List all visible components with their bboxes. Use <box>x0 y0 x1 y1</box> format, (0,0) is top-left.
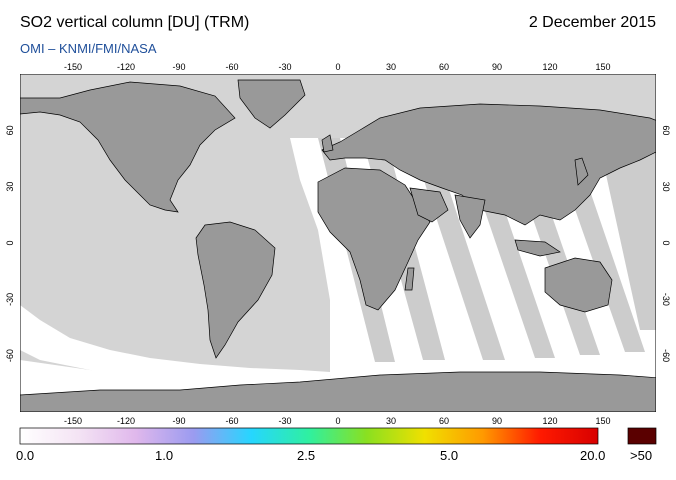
lon-tick-bottom-3: -60 <box>225 416 238 426</box>
map-date: 2 December 2015 <box>528 14 656 31</box>
lat-tick-right-2: 0 <box>661 240 671 245</box>
lon-tick-top-3: -60 <box>225 62 238 72</box>
longitude-ticks-top: -150 -120 -90 -60 -30 0 30 60 90 120 150 <box>64 62 611 72</box>
lon-tick-top-9: 120 <box>542 62 557 72</box>
lat-tick-left-1: 30 <box>5 182 15 192</box>
lon-tick-top-7: 60 <box>439 62 449 72</box>
lon-tick-top-4: -30 <box>278 62 291 72</box>
lon-tick-top-8: 90 <box>492 62 502 72</box>
west-measured-sweep <box>20 305 330 380</box>
map-subtitle: OMI – KNMI/FMI/NASA <box>20 41 157 56</box>
lon-tick-bottom-1: -120 <box>117 416 135 426</box>
lat-tick-right-3: -30 <box>661 293 671 306</box>
lat-tick-left-4: -60 <box>5 349 15 362</box>
latitude-ticks-right: 60 30 0 -30 -60 <box>661 125 671 362</box>
lon-tick-bottom-9: 120 <box>542 416 557 426</box>
lon-tick-bottom-6: 30 <box>386 416 396 426</box>
lon-tick-bottom-5: 0 <box>335 416 340 426</box>
lon-tick-top-6: 30 <box>386 62 396 72</box>
map-title: SO2 vertical column [DU] (TRM) <box>20 14 250 31</box>
lat-tick-right-4: -60 <box>661 349 671 362</box>
lon-tick-top-2: -90 <box>172 62 185 72</box>
lon-tick-top-1: -120 <box>117 62 135 72</box>
colorbar-label-0: 0.0 <box>16 448 35 463</box>
lon-tick-bottom-2: -90 <box>172 416 185 426</box>
colorbar-label-4: 20.0 <box>580 448 606 463</box>
lon-tick-top-5: 0 <box>335 62 340 72</box>
lon-tick-bottom-4: -30 <box>278 416 291 426</box>
lon-tick-top-0: -150 <box>64 62 82 72</box>
lat-tick-left-3: -30 <box>5 293 15 306</box>
colorbar-over-box <box>627 427 657 445</box>
lon-tick-bottom-7: 60 <box>439 416 449 426</box>
colorbar-bar <box>19 427 599 445</box>
lon-tick-top-10: 150 <box>595 62 610 72</box>
colorbar-label-2: 2.5 <box>297 448 316 463</box>
lon-tick-bottom-0: -150 <box>64 416 82 426</box>
lat-tick-left-0: 60 <box>5 125 15 135</box>
lat-tick-right-0: 60 <box>661 125 671 135</box>
lon-tick-bottom-8: 90 <box>492 416 502 426</box>
lat-tick-left-2: 0 <box>5 240 15 245</box>
longitude-ticks-bottom: -150 -120 -90 -60 -30 0 30 60 90 120 150 <box>64 416 611 426</box>
lat-tick-right-1: 30 <box>661 182 671 192</box>
colorbar-label-over: >50 <box>630 448 653 463</box>
colorbar-label-3: 5.0 <box>440 448 459 463</box>
lon-tick-bottom-10: 150 <box>595 416 610 426</box>
colorbar-label-1: 1.0 <box>155 448 174 463</box>
latitude-ticks-left: 60 30 0 -30 -60 <box>5 125 15 362</box>
land-masses <box>20 79 656 412</box>
